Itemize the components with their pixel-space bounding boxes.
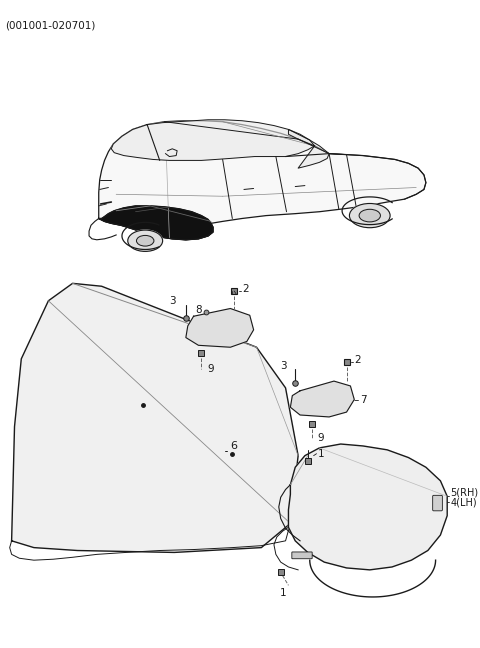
Ellipse shape [128,230,163,251]
Polygon shape [288,130,329,168]
Text: 1: 1 [279,588,286,598]
Text: 9: 9 [207,364,214,373]
Text: 2: 2 [242,284,249,294]
Ellipse shape [349,203,390,227]
Text: (001001-020701): (001001-020701) [5,20,95,30]
Text: 1: 1 [317,448,324,459]
Text: 9: 9 [317,434,324,443]
Text: 3: 3 [169,295,176,306]
Text: 4(LH): 4(LH) [450,497,477,507]
FancyBboxPatch shape [292,552,312,559]
Polygon shape [186,308,253,347]
Text: 2: 2 [354,355,361,365]
Polygon shape [111,120,314,161]
Polygon shape [99,206,213,240]
Text: 7: 7 [360,395,367,406]
Polygon shape [290,381,354,417]
Text: 8: 8 [196,305,202,316]
Text: 6: 6 [230,441,238,451]
Ellipse shape [136,235,154,246]
Text: 3: 3 [280,361,287,371]
Ellipse shape [359,209,381,222]
Polygon shape [99,121,426,240]
FancyBboxPatch shape [432,495,443,511]
Text: 5(RH): 5(RH) [450,487,478,498]
Polygon shape [288,444,447,570]
Polygon shape [12,283,298,553]
